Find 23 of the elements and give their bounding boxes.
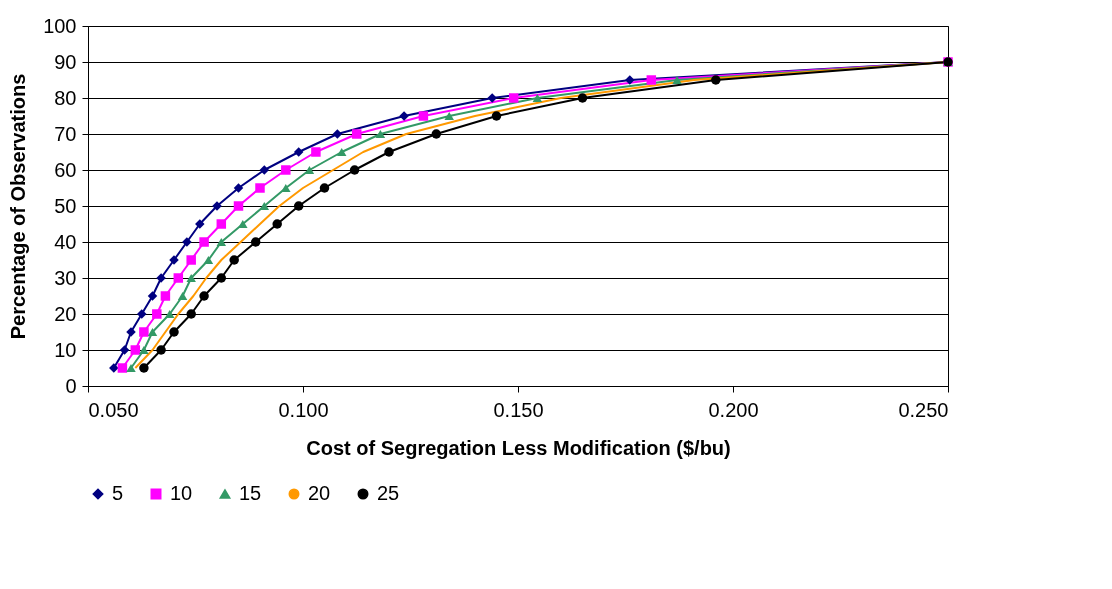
y-tick-label: 40 [54, 230, 77, 253]
y-tick-label: 60 [54, 158, 77, 181]
y-tick-label: 10 [54, 338, 77, 361]
legend-label: 20 [308, 482, 331, 504]
y-tick-label: 20 [54, 302, 77, 325]
y-tick-label: 30 [54, 266, 77, 289]
legend-label: 5 [112, 482, 124, 504]
y-tick-label: 70 [54, 122, 77, 145]
x-tick-label: 0.100 [278, 398, 329, 421]
y-tick-label: 90 [54, 50, 77, 73]
y-tick-label: 0 [65, 374, 77, 397]
y-tick-label: 100 [43, 14, 77, 37]
legend-label: 25 [377, 482, 400, 504]
y-tick-label: 50 [54, 194, 77, 217]
legend-label: 15 [239, 482, 262, 504]
x-tick-label: 0.150 [493, 398, 544, 421]
x-tick-label: 0.200 [708, 398, 759, 421]
legend-label: 10 [170, 482, 193, 504]
x-tick-label: 0.050 [88, 398, 139, 421]
y-axis-title: Percentage of Observations [7, 73, 30, 340]
y-tick-label: 80 [54, 86, 77, 109]
x-tick-label: 0.250 [898, 398, 949, 421]
x-axis-title: Cost of Segregation Less Modification ($/bu) [306, 436, 731, 459]
